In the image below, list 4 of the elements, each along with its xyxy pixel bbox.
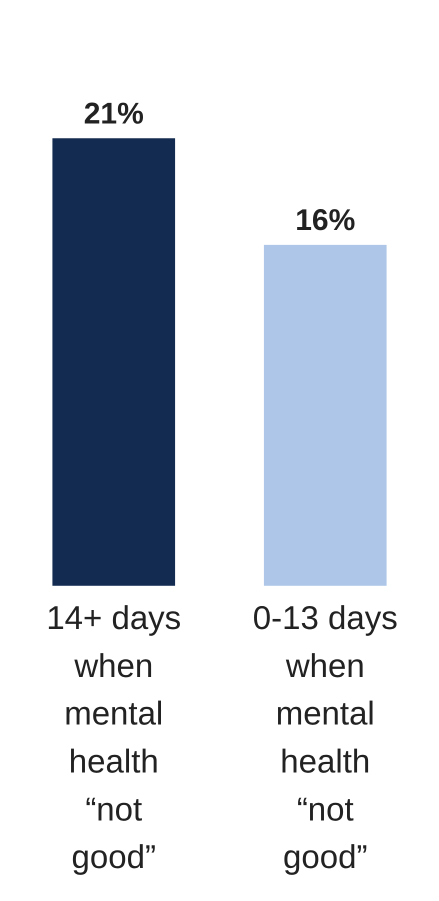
data-label: 21%: [84, 98, 144, 131]
x-tick-label: 0-13 days when mental health “not good”: [252, 598, 398, 876]
x-tick-label: 14+ days when mental health “not good”: [46, 598, 182, 876]
data-label: 16%: [295, 204, 356, 238]
